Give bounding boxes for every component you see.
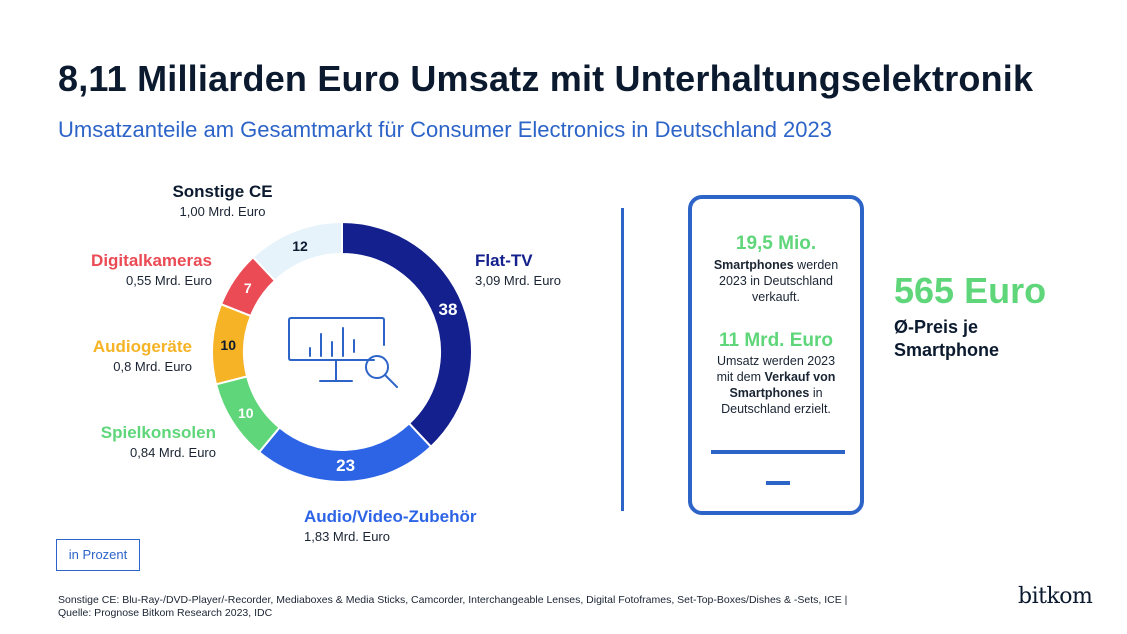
- page-subtitle: Umsatzanteile am Gesamtmarkt für Consume…: [58, 117, 832, 142]
- stat2-line3a: Smartphones: [729, 386, 810, 400]
- label-digitalkameras-amount: 0,55 Mrd. Euro: [126, 273, 212, 288]
- divider-line: [621, 208, 624, 511]
- label-digitalkameras: Digitalkameras 0,55 Mrd. Euro: [60, 251, 212, 288]
- donut-slice-flat-tv: [341, 220, 473, 449]
- stat2-line1: Umsatz werden 2023: [716, 354, 836, 368]
- donut-value-sonstige: 12: [292, 238, 308, 254]
- label-audiogeraete: Audiogeräte 0,8 Mrd. Euro: [60, 337, 192, 374]
- smartphone-icon: [688, 195, 864, 515]
- label-av-zubehoer: Audio/Video-Zubehör 1,83 Mrd. Euro: [304, 507, 477, 544]
- avg-price-label-line1: Ø-Preis je: [894, 317, 979, 337]
- avg-price-label-line2: Smartphone: [894, 340, 1000, 360]
- label-flat-tv-name: Flat-TV: [475, 251, 533, 270]
- stat1-rest: werden: [793, 258, 839, 272]
- stat2-line2b: Verkauf von: [764, 370, 836, 384]
- label-spielkonsolen-amount: 0,84 Mrd. Euro: [130, 445, 216, 460]
- label-spielkonsolen: Spielkonsolen 0,84 Mrd. Euro: [60, 423, 216, 460]
- smartphone-screen-line: [711, 450, 845, 454]
- unit-label: in Prozent: [56, 539, 140, 571]
- stat-smartphone-revenue: 11 Mrd. Euro: [718, 330, 834, 351]
- stat1-line3: verkauft.: [752, 290, 800, 304]
- donut-value-flat-tv: 38: [439, 300, 458, 319]
- donut-value-audiogeraete: 10: [220, 337, 236, 353]
- donut-value-av-zubehoer: 23: [336, 456, 355, 475]
- smartphone-home-button: [766, 481, 790, 485]
- label-sonstige-name: Sonstige CE: [172, 182, 273, 201]
- stat2-line4: Deutschland erzielt.: [721, 402, 831, 416]
- donut-value-digitalkameras: 7: [244, 280, 252, 296]
- label-av-zubehoer-amount: 1,83 Mrd. Euro: [304, 529, 390, 544]
- avg-price-label: Ø-Preis je Smartphone: [894, 316, 1024, 362]
- label-spielkonsolen-name: Spielkonsolen: [100, 423, 216, 442]
- stat1-bold: Smartphones: [713, 258, 794, 272]
- footnote-source: Quelle: Prognose Bitkom Research 2023, I…: [58, 607, 273, 619]
- monitor-chart-search-icon: [288, 317, 398, 388]
- stat2-line3b: in: [809, 386, 823, 400]
- page-title: 8,11 Milliarden Euro Umsatz mit Unterhal…: [58, 58, 1034, 99]
- donut-slice-sonstige: [251, 220, 343, 282]
- label-sonstige-amount: 1,00 Mrd. Euro: [179, 204, 266, 219]
- label-audiogeraete-name: Audiogeräte: [92, 337, 192, 356]
- label-flat-tv-amount: 3,09 Mrd. Euro: [475, 273, 561, 288]
- label-audiogeraete-amount: 0,8 Mrd. Euro: [113, 359, 192, 374]
- stat-smartphones-sold: 19,5 Mio.: [735, 233, 817, 254]
- stat-smartphone-revenue-text: Umsatz werden 2023 mit dem Verkauf von S…: [701, 353, 851, 417]
- stat2-line2a: mit dem: [716, 370, 765, 384]
- footnote-sonstige: Sonstige CE: Blu-Ray-/DVD-Player/-Record…: [58, 594, 848, 606]
- footnote: Sonstige CE: Blu-Ray-/DVD-Player/-Record…: [58, 594, 847, 620]
- label-digitalkameras-name: Digitalkameras: [91, 251, 212, 270]
- stat1-line2: 2023 in Deutschland: [719, 274, 833, 288]
- label-flat-tv: Flat-TV 3,09 Mrd. Euro: [475, 251, 561, 288]
- label-sonstige: Sonstige CE 1,00 Mrd. Euro: [150, 182, 295, 219]
- avg-price-value: 565 Euro: [894, 270, 1047, 311]
- donut-value-spielkonsolen: 10: [238, 405, 254, 421]
- stat-smartphones-sold-text: Smartphones werden 2023 in Deutschland v…: [701, 257, 851, 305]
- bitkom-logo: bitkom: [1018, 584, 1093, 609]
- label-av-zubehoer-name: Audio/Video-Zubehör: [304, 507, 477, 526]
